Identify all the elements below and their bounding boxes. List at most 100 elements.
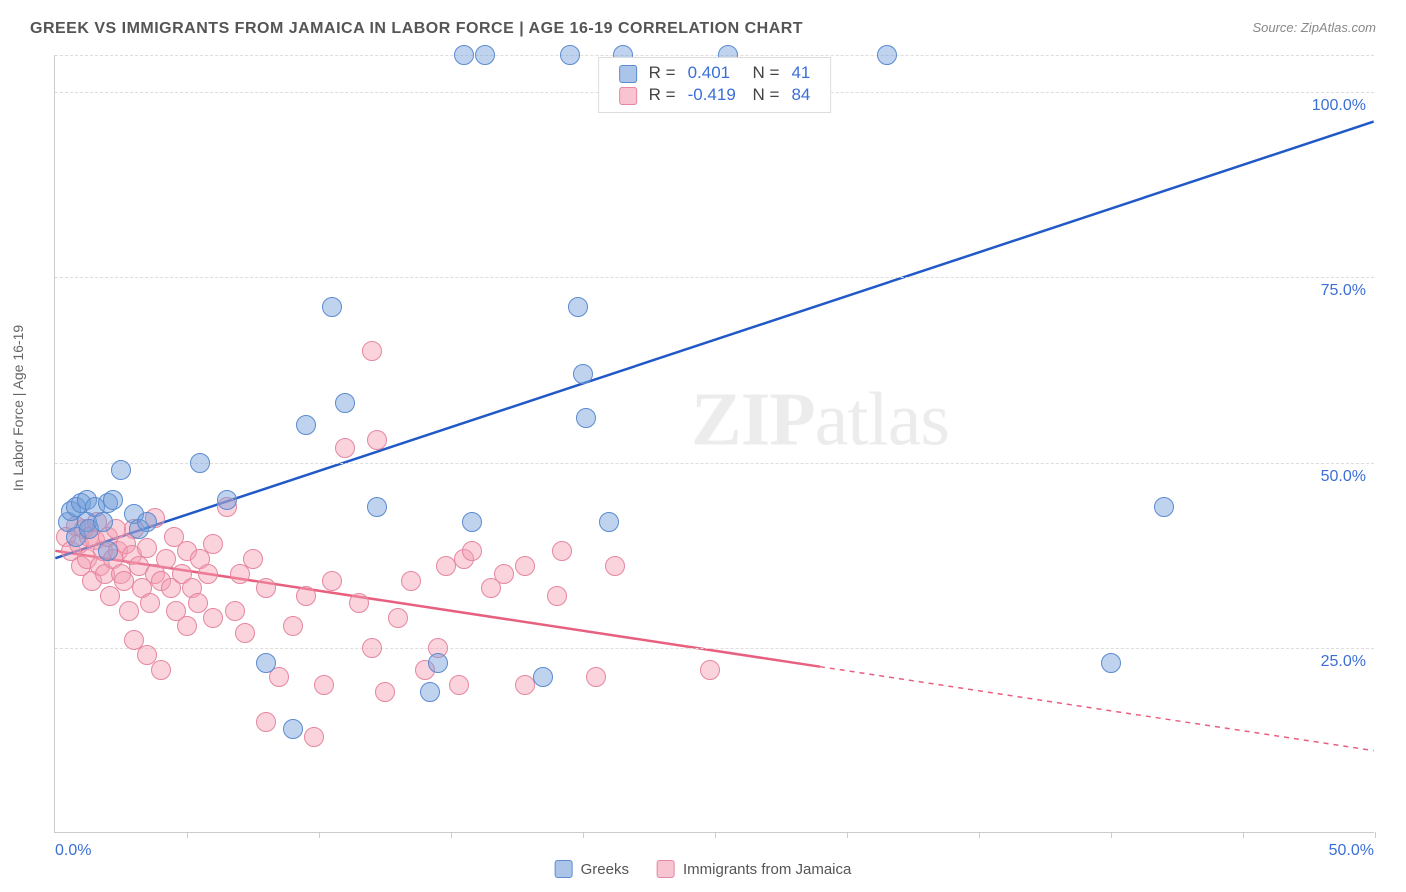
scatter-point-pink bbox=[436, 556, 456, 576]
scatter-point-pink bbox=[314, 675, 334, 695]
scatter-point-blue bbox=[560, 45, 580, 65]
x-tick bbox=[979, 832, 980, 838]
scatter-point-pink bbox=[243, 549, 263, 569]
scatter-point-blue bbox=[335, 393, 355, 413]
scatter-point-pink bbox=[235, 623, 255, 643]
scatter-point-pink bbox=[322, 571, 342, 591]
scatter-point-pink bbox=[256, 578, 276, 598]
scatter-point-pink bbox=[462, 541, 482, 561]
scatter-point-pink bbox=[449, 675, 469, 695]
y-tick-label: 75.0% bbox=[1321, 282, 1366, 300]
scatter-point-pink bbox=[114, 571, 134, 591]
x-tick-label-min: 0.0% bbox=[55, 842, 91, 860]
scatter-point-pink bbox=[605, 556, 625, 576]
x-tick bbox=[847, 832, 848, 838]
scatter-point-pink bbox=[700, 660, 720, 680]
gridline bbox=[55, 648, 1374, 649]
legend-r-blue: 0.401 bbox=[682, 62, 742, 84]
legend-r-label: R = bbox=[643, 62, 682, 84]
scatter-point-blue bbox=[1154, 497, 1174, 517]
scatter-point-pink bbox=[388, 608, 408, 628]
scatter-point-blue bbox=[367, 497, 387, 517]
y-tick-label: 50.0% bbox=[1321, 468, 1366, 486]
scatter-point-pink bbox=[515, 556, 535, 576]
x-tick bbox=[187, 832, 188, 838]
plot-area: ZIPatlas R = 0.401 N = 41 R = -0.419 N =… bbox=[54, 55, 1374, 833]
chart-container: ZIPatlas R = 0.401 N = 41 R = -0.419 N =… bbox=[54, 55, 1374, 833]
scatter-point-pink bbox=[188, 593, 208, 613]
scatter-point-blue bbox=[462, 512, 482, 532]
scatter-point-blue bbox=[103, 490, 123, 510]
scatter-point-blue bbox=[475, 45, 495, 65]
legend-row-blue: R = 0.401 N = 41 bbox=[613, 62, 817, 84]
scatter-point-pink bbox=[586, 667, 606, 687]
scatter-point-blue bbox=[428, 653, 448, 673]
legend-swatch-blue bbox=[619, 65, 637, 83]
scatter-point-pink bbox=[552, 541, 572, 561]
y-axis-label: In Labor Force | Age 16-19 bbox=[10, 325, 26, 491]
legend-r-pink: -0.419 bbox=[682, 84, 742, 106]
legend-r-label: R = bbox=[643, 84, 682, 106]
x-tick bbox=[319, 832, 320, 838]
scatter-point-pink bbox=[515, 675, 535, 695]
x-tick bbox=[1111, 832, 1112, 838]
scatter-point-blue bbox=[256, 653, 276, 673]
scatter-point-pink bbox=[283, 616, 303, 636]
scatter-point-pink bbox=[362, 638, 382, 658]
scatter-point-pink bbox=[401, 571, 421, 591]
scatter-point-blue bbox=[573, 364, 593, 384]
scatter-point-pink bbox=[177, 616, 197, 636]
scatter-point-blue bbox=[576, 408, 596, 428]
x-tick bbox=[1243, 832, 1244, 838]
watermark: ZIPatlas bbox=[691, 377, 949, 464]
legend-n-label: N = bbox=[742, 84, 786, 106]
scatter-point-blue bbox=[283, 719, 303, 739]
scatter-point-blue bbox=[877, 45, 897, 65]
scatter-point-blue bbox=[1101, 653, 1121, 673]
x-tick bbox=[1375, 832, 1376, 838]
y-tick-label: 100.0% bbox=[1312, 97, 1366, 115]
scatter-point-pink bbox=[225, 601, 245, 621]
scatter-point-blue bbox=[533, 667, 553, 687]
scatter-point-pink bbox=[494, 564, 514, 584]
scatter-point-pink bbox=[349, 593, 369, 613]
scatter-point-pink bbox=[137, 538, 157, 558]
scatter-point-pink bbox=[256, 712, 276, 732]
gridline bbox=[55, 463, 1374, 464]
legend-label-greeks: Greeks bbox=[581, 861, 629, 878]
legend-row-pink: R = -0.419 N = 84 bbox=[613, 84, 817, 106]
x-tick-label-max: 50.0% bbox=[1329, 842, 1374, 860]
legend-item-jamaica: Immigrants from Jamaica bbox=[657, 860, 851, 878]
scatter-point-blue bbox=[217, 490, 237, 510]
scatter-point-blue bbox=[420, 682, 440, 702]
scatter-point-pink bbox=[203, 608, 223, 628]
scatter-point-blue bbox=[93, 512, 113, 532]
scatter-point-blue bbox=[322, 297, 342, 317]
scatter-point-blue bbox=[98, 541, 118, 561]
legend-swatch-blue-icon bbox=[555, 860, 573, 878]
x-tick bbox=[715, 832, 716, 838]
scatter-point-blue bbox=[190, 453, 210, 473]
legend-correlation: R = 0.401 N = 41 R = -0.419 N = 84 bbox=[598, 57, 832, 113]
scatter-point-blue bbox=[568, 297, 588, 317]
scatter-point-pink bbox=[296, 586, 316, 606]
watermark-rest: atlas bbox=[815, 378, 949, 462]
legend-item-greeks: Greeks bbox=[555, 860, 629, 878]
scatter-point-blue bbox=[296, 415, 316, 435]
watermark-bold: ZIP bbox=[691, 378, 815, 462]
scatter-point-pink bbox=[156, 549, 176, 569]
legend-n-blue: 41 bbox=[785, 62, 816, 84]
legend-swatch-pink bbox=[619, 87, 637, 105]
legend-n-pink: 84 bbox=[785, 84, 816, 106]
chart-title: GREEK VS IMMIGRANTS FROM JAMAICA IN LABO… bbox=[30, 20, 803, 38]
scatter-point-pink bbox=[362, 341, 382, 361]
scatter-point-blue bbox=[454, 45, 474, 65]
gridline bbox=[55, 277, 1374, 278]
scatter-point-pink bbox=[367, 430, 387, 450]
x-tick bbox=[583, 832, 584, 838]
scatter-point-pink bbox=[547, 586, 567, 606]
x-tick bbox=[451, 832, 452, 838]
scatter-point-blue bbox=[599, 512, 619, 532]
legend-label-jamaica: Immigrants from Jamaica bbox=[683, 861, 851, 878]
scatter-point-pink bbox=[198, 564, 218, 584]
